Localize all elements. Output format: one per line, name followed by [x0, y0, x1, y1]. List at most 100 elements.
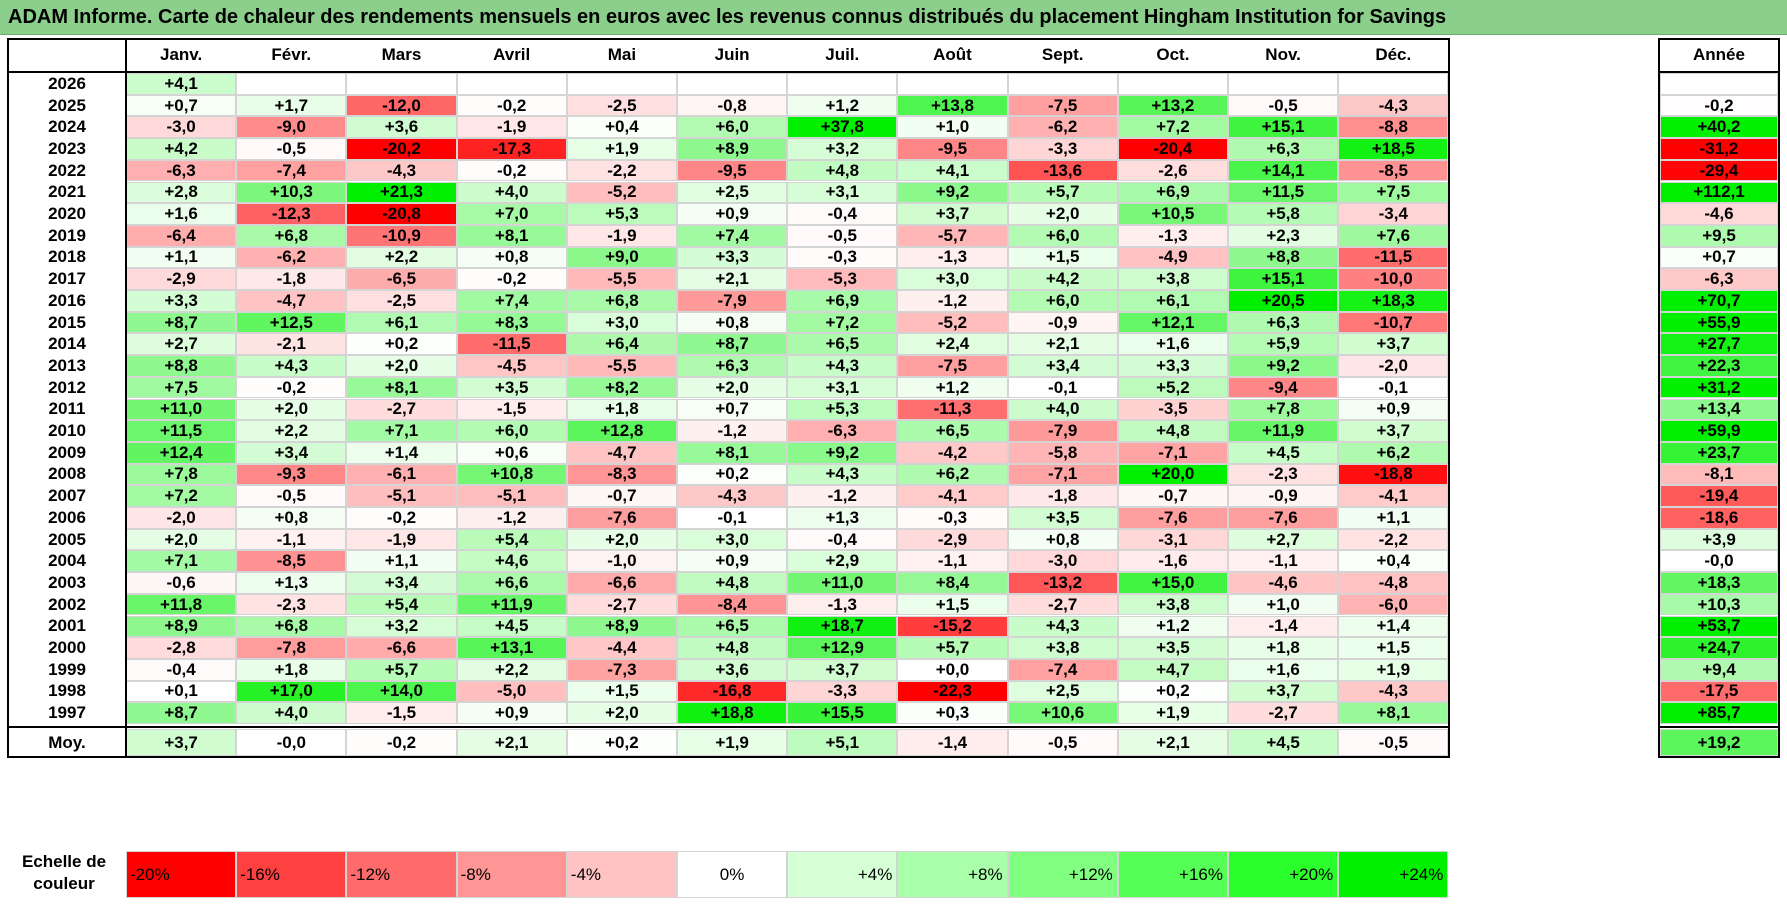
heatmap-cell: +0,9: [1338, 398, 1449, 421]
heatmap-cell: -0,2: [346, 507, 457, 529]
annual-cell: +59,9: [1660, 420, 1778, 442]
heatmap-cell: +12,8: [566, 420, 677, 442]
heatmap-cell: +8,2: [566, 376, 677, 399]
heatmap-cell: -2,0: [126, 507, 237, 529]
heatmap-cell: +4,0: [456, 181, 567, 204]
heatmap-cell: +4,5: [456, 615, 567, 638]
heatmap-cell: +2,3: [1228, 224, 1339, 247]
heatmap-cell: -6,3: [787, 420, 898, 442]
annual-cell: +18,3: [1660, 572, 1778, 594]
annual-cell: +112,1: [1660, 181, 1778, 204]
heatmap-cell: +7,8: [126, 463, 237, 486]
heatmap-cell: +6,0: [677, 116, 788, 139]
heatmap-cell: -0,7: [1117, 485, 1228, 507]
annual-cell: +40,2: [1660, 116, 1778, 139]
month-header: Janv.: [159, 45, 203, 64]
heatmap-cell: -0,2: [456, 268, 567, 290]
row-year-label: 2006: [48, 507, 86, 527]
row-year-label: 2011: [48, 399, 86, 419]
heatmap-cell: -6,4: [126, 224, 237, 247]
average-cell: +2,1: [1117, 729, 1228, 756]
heatmap-cell: -5,2: [897, 311, 1008, 334]
heatmap-cell: -17,3: [456, 138, 567, 160]
heatmap-cell: +3,0: [677, 528, 788, 551]
heatmap-cell: +6,3: [1228, 138, 1339, 160]
heatmap-cell: -20,2: [346, 138, 457, 160]
average-cell: +3,7: [126, 729, 237, 756]
heatmap-cell: +2,9: [787, 550, 898, 573]
heatmap-cell: +3,2: [346, 615, 457, 638]
month-header: Déc.: [1375, 45, 1412, 64]
average-cell: -1,4: [897, 729, 1008, 756]
heatmap-cell: -2,9: [126, 268, 237, 290]
color-scale-step: +16%: [1117, 851, 1228, 898]
heatmap-cell: +2,0: [566, 702, 677, 724]
annual-cell: +55,9: [1660, 311, 1778, 334]
heatmap-cell: -10,7: [1338, 311, 1449, 334]
annual-cell: +24,7: [1660, 637, 1778, 659]
title-bar: ADAM Informe. Carte de chaleur des rende…: [0, 0, 1787, 35]
heatmap-cell: -7,5: [1007, 94, 1118, 117]
heatmap-cell: +18,3: [1338, 290, 1449, 312]
heatmap-cell: +7,2: [1117, 116, 1228, 139]
heatmap-cell: -5,2: [566, 181, 677, 204]
row-year-label: 2024: [48, 117, 86, 137]
heatmap-cell: -13,6: [1007, 159, 1118, 182]
heatmap-cell: +1,8: [566, 398, 677, 421]
heatmap-cell: -12,0: [346, 94, 457, 117]
average-cell: +0,2: [566, 729, 677, 756]
heatmap-cell: +7,4: [456, 290, 567, 312]
heatmap-cell: +10,6: [1007, 702, 1118, 724]
heatmap-cell: +6,2: [1338, 441, 1449, 464]
heatmap-cell: -4,3: [1338, 94, 1449, 117]
heatmap-cell: -7,6: [566, 507, 677, 529]
heatmap-cell: -1,3: [897, 246, 1008, 269]
row-year-label: 2015: [48, 312, 86, 332]
heatmap-cell: -5,3: [787, 268, 898, 290]
heatmap-cell: +5,8: [1228, 203, 1339, 225]
heatmap-cell: +4,3: [787, 463, 898, 486]
heatmap-cell: +6,1: [346, 311, 457, 334]
heatmap-cell: +7,5: [1338, 181, 1449, 204]
heatmap-cell: +18,8: [677, 702, 788, 724]
annual-cell: -0,2: [1660, 94, 1778, 117]
heatmap-cell: +0,6: [456, 441, 567, 464]
heatmap-cell: +4,3: [1007, 615, 1118, 638]
heatmap-cell: +0,9: [456, 702, 567, 724]
color-scale-step: +24%: [1338, 851, 1449, 898]
heatmap-cell: +1,4: [1338, 615, 1449, 638]
annual-cell: +0,7: [1660, 246, 1778, 269]
heatmap-cell: -1,1: [236, 528, 347, 551]
heatmap-cell: -2,2: [566, 159, 677, 182]
heatmap-cell: +0,4: [566, 116, 677, 139]
heatmap-cell: -11,3: [897, 398, 1008, 421]
row-year-label: 2004: [48, 551, 86, 571]
heatmap-cell: +1,5: [897, 593, 1008, 616]
average-cell: -0,5: [1338, 729, 1449, 756]
row-year-label: 1998: [48, 681, 86, 701]
heatmap-cell: -1,3: [787, 593, 898, 616]
chart-title: ADAM Informe. Carte de chaleur des rende…: [8, 6, 1447, 28]
average-cell: +1,9: [677, 729, 788, 756]
heatmap-cell: +3,4: [1007, 355, 1118, 377]
heatmap-cell: +20,0: [1117, 463, 1228, 486]
heatmap-cell: -6,3: [126, 159, 237, 182]
heatmap-cell: +3,7: [787, 658, 898, 681]
row-year-label: 2008: [48, 464, 86, 484]
heatmap-cell: -3,5: [1117, 398, 1228, 421]
color-scale-step: +8%: [897, 851, 1008, 898]
heatmap-cell: +5,3: [787, 398, 898, 421]
annual-cell: +10,3: [1660, 593, 1778, 616]
heatmap-cell: -0,2: [456, 94, 567, 117]
average-divider: [8, 726, 1449, 728]
heatmap-cell: +4,8: [787, 159, 898, 182]
annual-cell: +31,2: [1660, 376, 1778, 399]
heatmap-cell: +0,9: [677, 203, 788, 225]
heatmap-cell: +3,3: [1117, 355, 1228, 377]
heatmap-cell: +13,2: [1117, 94, 1228, 117]
heatmap-cell: +6,5: [677, 615, 788, 638]
heatmap-cell: +2,0: [236, 398, 347, 421]
heatmap-cell: +4,3: [787, 355, 898, 377]
heatmap-cell: +7,2: [787, 311, 898, 334]
heatmap-cell: +13,1: [456, 637, 567, 659]
